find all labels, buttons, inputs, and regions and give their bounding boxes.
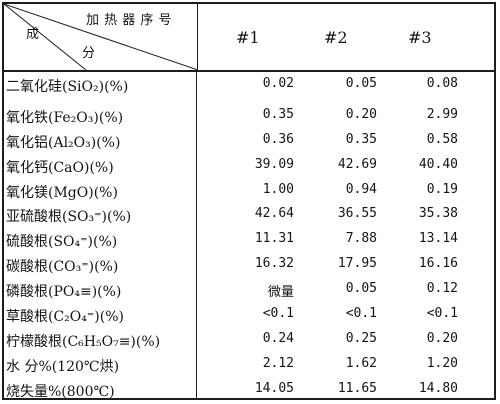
row-label: 草酸根(C₂O₄⁼)(%) [6,309,124,326]
value-col2: 0.05 [345,76,377,91]
value-col2: 7.88 [345,231,377,247]
value-col3: 35.38 [418,206,458,222]
value-col3: 0.58 [426,131,458,147]
value-col1: 16.32 [254,256,294,272]
value-col2: 42.69 [337,156,377,172]
value-col1: 11.31 [254,231,294,247]
value-col1: 0.36 [262,131,294,147]
column-header-3: #3 [408,27,432,47]
value-col3: <0.1 [426,306,458,322]
row-label: 氧化铁(Fe₂O₃)(%) [6,109,124,126]
column-header-2: #2 [324,27,348,47]
value-col3: 16.16 [418,256,458,272]
value-col1: 42.64 [254,206,294,222]
value-col3: 0.19 [426,181,458,197]
value-col1: 0.35 [262,106,294,122]
value-col2: 11.65 [337,380,377,396]
value-col2: 36.55 [337,206,377,222]
row-label: 硫酸根(SO₄⁼)(%) [6,234,118,251]
table-row: 硫酸根(SO₄⁼)(%) 11.31 7.88 13.14 [4,227,494,252]
value-col2: 0.35 [345,131,377,147]
value-col2: 17.95 [337,256,377,272]
value-col2: <0.1 [345,306,377,322]
data-table: 加 热 器 序 号 成 分 #1 #2 #3 二氧化硅(SiO₂)(%) 0.0… [2,2,496,400]
value-col1: 0.24 [262,330,294,346]
row-label: 二氧化硅(SiO₂)(%) [6,79,129,95]
table-row: 磷酸根(PO₄≡)(%) 微量 0.05 0.12 [4,277,494,302]
value-col1: 1.00 [262,181,294,197]
value-col3: 0.20 [426,330,458,346]
table-header: 加 热 器 序 号 成 分 #1 #2 #3 [4,4,494,72]
table-row: 水 分%(120℃烘) 2.12 1.62 1.20 [4,352,494,377]
value-col2: 0.94 [345,181,377,197]
value-col2: 0.05 [345,281,377,297]
value-col1: 微量 [267,285,294,301]
column-header-1: #1 [236,27,260,47]
diagonal-left-label: 成 [26,27,40,42]
row-label: 氧化钙(CaO)(%) [6,159,114,176]
value-col1: 14.05 [254,380,294,396]
diagonal-lines [4,4,197,70]
table-row: 亚硫酸根(SO₃⁼)(%) 42.64 36.55 35.38 [4,202,494,227]
value-col2: 1.62 [345,355,377,371]
value-col3: 40.40 [418,156,458,172]
value-col3: 14.80 [418,380,458,396]
table-body: 二氧化硅(SiO₂)(%) 0.02 0.05 0.08 氧化铁(Fe₂O₃)(… [4,72,494,400]
value-col2: 0.20 [345,106,377,122]
row-label: 磷酸根(PO₄≡)(%) [6,284,122,301]
row-label: 氧化镁(MgO)(%) [6,184,118,201]
table-row: 氧化钙(CaO)(%) 39.09 42.69 40.40 [4,153,494,178]
row-label: 烧失量%(800℃) [6,383,115,400]
diagonal-bottom-label: 分 [82,46,96,61]
row-label: 水 分%(120℃烘) [6,358,120,375]
row-label: 碳酸根(CO₃⁼)(%) [6,259,119,276]
value-col2: 0.25 [345,330,377,346]
table-row: 碳酸根(CO₃⁼)(%) 16.32 17.95 16.16 [4,252,494,277]
table-row: 草酸根(C₂O₄⁼)(%) <0.1 <0.1 <0.1 [4,302,494,327]
row-label: 亚硫酸根(SO₃⁼)(%) [6,209,132,226]
value-col3: 1.20 [426,355,458,371]
value-col1: <0.1 [262,306,294,322]
row-label: 氧化铝(Al₂O₃)(%) [6,134,121,151]
value-col3: 2.99 [426,106,458,122]
diagonal-header-cell: 加 热 器 序 号 成 分 [4,4,198,70]
value-col3: 13.14 [418,231,458,247]
table-row: 氧化镁(MgO)(%) 1.00 0.94 0.19 [4,178,494,203]
diagonal-top-label: 加 热 器 序 号 [86,13,173,28]
value-col1: 2.12 [262,355,294,371]
table-row: 柠檬酸根(C₆H₅O₇≡)(%) 0.24 0.25 0.20 [4,327,494,352]
value-col3: 0.12 [426,281,458,297]
table-row: 烧失量%(800℃) 14.05 11.65 14.80 [4,377,494,400]
value-col1: 39.09 [254,156,294,172]
table-row: 氧化铁(Fe₂O₃)(%) 0.35 0.20 2.99 [4,103,494,128]
value-col1: 0.02 [262,76,294,91]
column-divider [196,72,197,398]
row-label: 柠檬酸根(C₆H₅O₇≡)(%) [6,333,161,350]
table-row: 氧化铝(Al₂O₃)(%) 0.36 0.35 0.58 [4,128,494,153]
value-col3: 0.08 [426,76,458,91]
table-row: 二氧化硅(SiO₂)(%) 0.02 0.05 0.08 [4,72,494,103]
